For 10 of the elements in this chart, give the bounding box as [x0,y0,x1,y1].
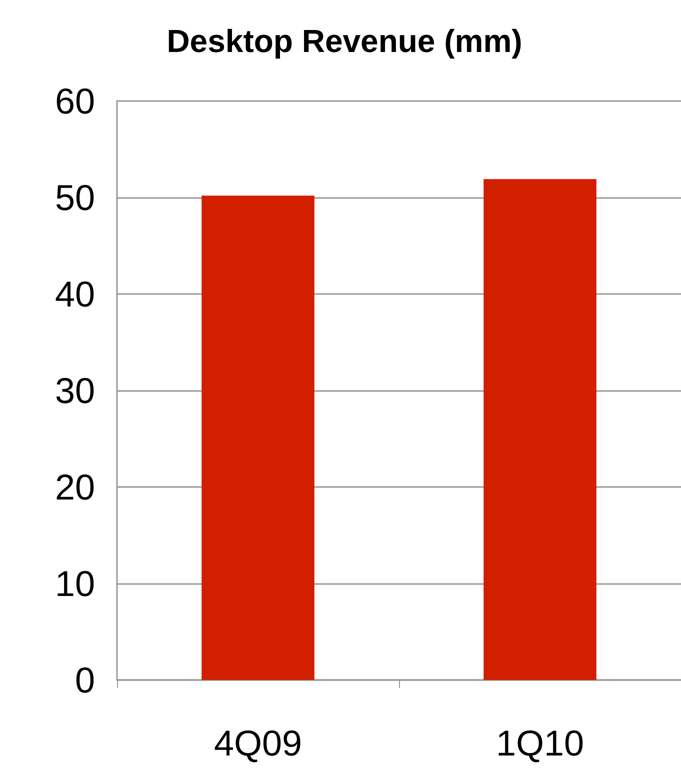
x-tick-label: 1Q10 [496,722,584,764]
y-tick-label: 20 [54,466,95,508]
y-tick-label: 30 [54,370,95,411]
y-tick-label: 50 [54,177,95,218]
chart-title: Desktop Revenue (mm) [166,23,522,59]
y-tick-label: 0 [74,660,95,700]
x-tick-label: 4Q09 [214,722,302,764]
y-tick-label: 10 [54,563,95,604]
y-tick-label: 40 [54,274,95,314]
y-tick-label: 60 [54,80,95,122]
